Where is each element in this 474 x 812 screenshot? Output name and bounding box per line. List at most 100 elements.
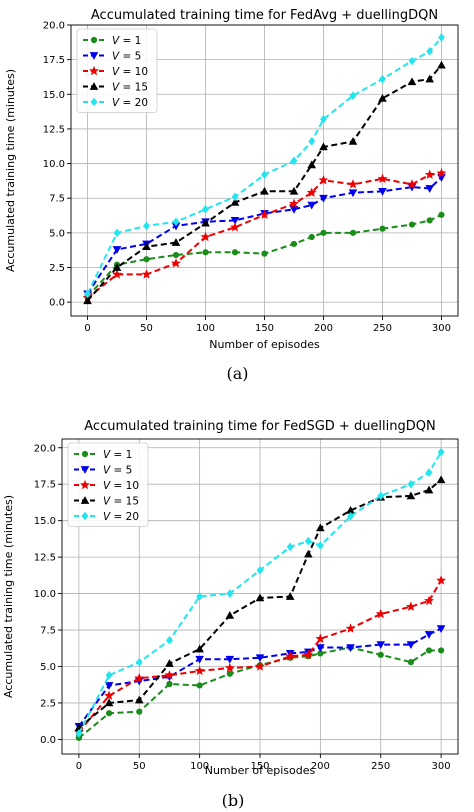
data-point [438,33,445,42]
data-point [320,229,327,236]
data-point [425,74,434,83]
data-point [437,60,446,69]
data-point [225,611,235,619]
legend-label: V = 5 [112,50,141,62]
data-point [255,661,265,671]
y-tick-label: 15.0 [43,90,65,101]
y-tick-label: 5.0 [49,228,65,239]
data-point [134,672,145,683]
data-point [425,647,433,654]
data-point [259,209,270,220]
x-tick-label: 300 [432,761,451,772]
legend-marker [89,52,99,60]
data-point [164,670,175,680]
data-point [375,608,386,619]
data-point [201,218,210,227]
data-point [424,485,434,494]
data-point [306,187,317,197]
data-point [346,644,355,652]
data-point [166,680,173,688]
data-point [303,649,314,660]
data-point [378,187,387,196]
legend: V = 1 V = 5 V = 10 V = 15 V = 20 [76,28,158,113]
data-point [226,589,234,598]
data-point [289,198,299,208]
data-point [143,256,150,263]
y-tick-label: 20.0 [34,443,56,454]
data-point [166,635,173,645]
data-point [319,194,328,203]
data-point [316,541,324,550]
legend-label: V = 20 [103,511,139,523]
data-point [377,651,384,658]
data-point [112,246,122,254]
data-point [261,170,268,179]
data-point [84,289,91,299]
data-point [405,601,416,611]
data-point [143,221,150,231]
data-point [438,211,445,218]
legend-label: V = 15 [112,81,148,93]
x-tick-label: 150 [250,761,269,772]
data-point [202,205,209,214]
legend-label: V = 20 [112,97,148,109]
data-point [348,189,358,198]
data-point [426,47,434,56]
data-point [105,670,113,680]
data-point [303,549,313,558]
legend-label: V = 1 [112,35,141,47]
data-point [202,249,209,256]
y-tick-label: 12.5 [43,124,65,135]
data-point [379,225,386,232]
data-point [195,644,204,653]
data-point [304,536,312,546]
data-point [134,695,144,704]
data-point [104,690,115,700]
legend-marker [80,466,90,474]
data-point [436,625,446,634]
legend-label: V = 1 [103,449,132,461]
data-point [320,114,327,124]
legend-marker [80,479,90,490]
data-point [230,217,240,225]
legend-label: V = 10 [103,480,139,492]
data-point [318,175,329,185]
y-tick-label: 2.5 [49,263,65,274]
data-point [289,205,299,214]
series-v=5 [83,174,446,299]
y-tick-label: 12.5 [34,553,56,564]
data-point [171,238,181,246]
legend-label: V = 10 [112,66,148,78]
data-point [407,659,415,666]
data-point [194,665,205,676]
series-v=20 [84,33,445,299]
series-v=15 [74,475,446,732]
x-tick-label: 250 [373,323,392,334]
y-tick-label: 10.0 [43,159,65,170]
data-point [408,221,416,228]
legend-marker [89,82,99,90]
data-point [425,185,434,193]
figure-caption: (b) [222,791,245,810]
data-point [255,593,265,602]
data-point [231,192,239,202]
data-point [436,575,447,585]
x-tick-label: 200 [311,761,330,772]
data-point [308,137,316,146]
data-point [286,542,294,552]
legend-marker [90,97,98,107]
data-point [171,258,181,268]
data-point [196,592,204,601]
data-point [285,651,296,661]
data-point [172,217,180,227]
data-point [113,228,121,238]
data-point [256,565,264,575]
x-tick-label: 150 [255,323,274,334]
grid [71,24,458,316]
data-point [141,269,152,279]
series-v=10 [82,168,447,303]
data-point [200,231,211,242]
series-v=20 [75,447,445,738]
data-point [425,468,433,477]
